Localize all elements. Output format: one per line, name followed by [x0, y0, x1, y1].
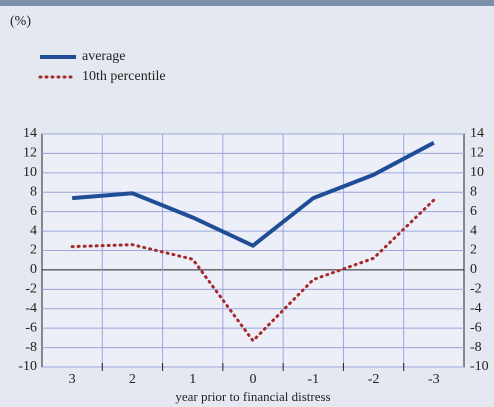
y-tick-label: 12	[23, 146, 37, 161]
y-tick-label: -2	[25, 282, 37, 297]
y-tick-label-right: 4	[470, 223, 477, 238]
y-tick-label-right: -6	[470, 320, 482, 335]
y-tick-label: 8	[30, 184, 37, 199]
y-tick-label-right: 0	[470, 262, 477, 277]
y-tick-label: 6	[30, 204, 37, 219]
y-tick-label-right: 8	[470, 184, 477, 199]
y-tick-label: -4	[25, 301, 37, 316]
y-tick-label-right: 14	[470, 126, 484, 141]
x-tick-label: 3	[69, 372, 76, 387]
x-tick-label: -1	[307, 372, 319, 387]
y-tick-label: -8	[25, 340, 37, 355]
y-tick-label: -6	[25, 320, 37, 335]
x-tick-label: -3	[428, 372, 440, 387]
y-tick-label-right: 10	[470, 165, 484, 180]
x-tick-label: 2	[129, 372, 136, 387]
x-tick-label: 0	[250, 372, 257, 387]
x-axis-label: year prior to financial distress	[175, 389, 330, 404]
legend-label: average	[82, 49, 126, 64]
series-line	[71, 140, 435, 248]
y-tick-label-right: -4	[470, 301, 482, 316]
y-tick-label-right: 2	[470, 243, 477, 258]
x-tick-label: 1	[189, 372, 196, 387]
y-tick-label: 0	[30, 262, 37, 277]
x-tick-label: -2	[368, 372, 380, 387]
y-tick-label: 4	[30, 223, 37, 238]
legend-label: 10th percentile	[82, 69, 166, 84]
y-tick-label-right: 12	[470, 146, 484, 161]
y-tick-label-right: -10	[470, 359, 489, 374]
top-bar	[0, 0, 494, 6]
y-tick-label-right: 6	[470, 204, 477, 219]
y-tick-label-right: -2	[470, 282, 482, 297]
y-tick-label: -10	[18, 359, 37, 374]
y-tick-label: 10	[23, 165, 37, 180]
series-line	[70, 198, 436, 344]
y-tick-label: 2	[30, 243, 37, 258]
unit-label: (%)	[10, 14, 31, 29]
y-tick-label-right: -8	[470, 340, 482, 355]
y-tick-label: 14	[23, 126, 37, 141]
